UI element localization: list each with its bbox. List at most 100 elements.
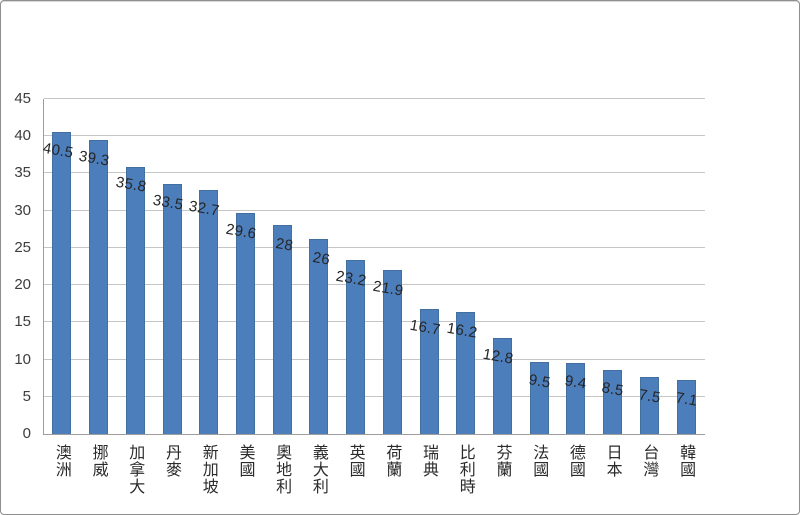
gridline [44,172,705,174]
category-label: 比利時 [447,444,484,510]
y-tick-label: 10 [14,350,31,368]
plot-area: 40.5 39.3 35.8 33.5 32.7 29.6 28 26 23.2 21.9 16.7… [41,98,705,435]
bar-slot: 23.2 [334,99,375,434]
y-axis: 0 5 10 15 20 25 30 35 40 45 [1,1,31,514]
gridline [44,209,705,211]
bar [346,260,366,434]
bar [603,369,623,434]
y-tick-label: 35 [14,164,31,182]
bar-slot: 21.9 [372,99,412,434]
bar [529,362,549,434]
category-label-text: 德國 [566,444,584,478]
bar-value-label: 16.2 [445,320,479,343]
bar-slot: 33.5 [151,99,191,434]
bar-slot: 26 [301,99,338,434]
category-label: 英國 [337,444,374,510]
category-label-text: 美國 [236,444,254,478]
bar-slot: 28 [264,99,301,434]
gridline [44,358,705,360]
category-label: 新加坡 [190,444,227,510]
y-tick-label: 5 [22,387,31,405]
bar [199,189,219,434]
category-label-text: 比利時 [456,444,474,495]
gridline [44,321,705,323]
bar-slot: 39.3 [77,99,118,434]
gridline [44,246,705,248]
bar-slot: 35.8 [114,99,154,434]
category-label: 美國 [227,444,264,510]
bar-value-label: 26 [311,249,332,270]
category-label: 台灣 [631,444,668,510]
category-label-text: 荷蘭 [383,444,401,478]
category-label-text: 奧地利 [273,444,291,495]
bar [382,269,402,434]
bar-value-label: 9.4 [563,372,589,393]
y-tick-label: 0 [22,425,31,442]
x-axis: 澳洲 挪威 加拿大 丹麥 新加坡 美國 奧地利 義大利 英國 荷蘭 瑞典 比利時 芬蘭 法國 德國 日本 台灣韓… [43,444,704,510]
bar [419,308,439,434]
bar-slot: 40.5 [41,99,81,434]
bar-slot: 8.5 [595,99,632,434]
bar-slot: 9.5 [521,99,558,434]
bar-slot: 7.5 [632,99,669,434]
bar [125,166,145,434]
bar-slot: 12.8 [482,99,522,434]
bar [493,337,513,434]
bar [52,131,72,434]
bar [639,377,659,434]
bar-slot: 16.2 [445,99,485,434]
category-label: 澳洲 [43,444,80,510]
bar-slot: 29.6 [225,99,265,434]
gridline [44,395,705,397]
category-label: 荷蘭 [373,444,410,510]
bar [456,312,476,434]
gridline [44,284,705,286]
bar-slot: 7.1 [668,99,705,434]
bar [566,363,586,434]
y-tick-label: 15 [14,313,31,331]
category-label: 韓國 [667,444,704,510]
y-tick-label: 40 [14,127,31,145]
y-tick-label: 20 [14,276,31,294]
bar [272,224,292,434]
category-label-text: 法國 [530,444,548,478]
category-label-text: 丹麥 [163,444,181,478]
category-label: 義大利 [300,444,337,510]
category-label-text: 義大利 [309,444,327,495]
category-label: 德國 [557,444,594,510]
category-label: 加拿大 [116,444,153,510]
bar-slot: 9.4 [558,99,595,434]
bar-value-label: 8.5 [600,378,626,400]
bar-value-label: 28 [274,234,295,255]
bar-value-label: 35.8 [114,174,148,197]
gridline [44,135,705,137]
category-label: 瑞典 [410,444,447,510]
category-label: 法國 [520,444,557,510]
category-label-text: 韓國 [677,444,695,478]
gridline [44,98,705,99]
category-label: 芬蘭 [484,444,521,510]
bar [309,239,329,434]
bar-slot: 16.7 [408,99,448,434]
category-label-text: 澳洲 [52,444,70,478]
category-label: 挪威 [80,444,117,510]
bar [162,183,182,434]
bar-value-label: 23.2 [334,267,369,291]
category-label: 丹麥 [153,444,190,510]
bar-value-label: 39.3 [77,148,112,171]
y-tick-label: 45 [14,90,31,107]
category-label-text: 台灣 [640,444,658,478]
category-label: 日本 [594,444,631,510]
category-label-text: 芬蘭 [493,444,511,478]
y-tick-label: 30 [14,201,31,219]
category-label-text: 新加坡 [199,444,217,495]
category-label: 奧地利 [263,444,300,510]
bar [89,140,109,434]
category-label-text: 加拿大 [126,444,144,495]
bar [676,380,696,434]
category-label-text: 瑞典 [420,444,438,478]
y-tick-label: 25 [14,238,31,256]
bar [235,212,255,434]
category-label-text: 挪威 [89,444,107,478]
